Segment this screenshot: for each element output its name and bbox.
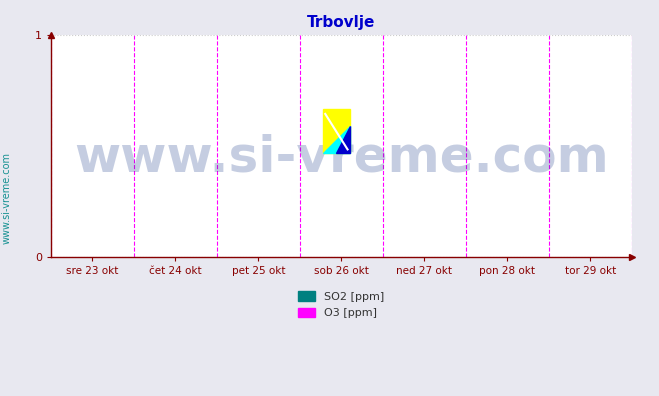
Legend: SO2 [ppm], O3 [ppm]: SO2 [ppm], O3 [ppm] (294, 287, 389, 323)
Polygon shape (323, 126, 350, 153)
Bar (323, 109, 350, 153)
Title: Trbovlje: Trbovlje (307, 15, 376, 30)
Text: www.si-vreme.com: www.si-vreme.com (74, 133, 609, 181)
Polygon shape (336, 126, 350, 153)
Text: www.si-vreme.com: www.si-vreme.com (1, 152, 12, 244)
